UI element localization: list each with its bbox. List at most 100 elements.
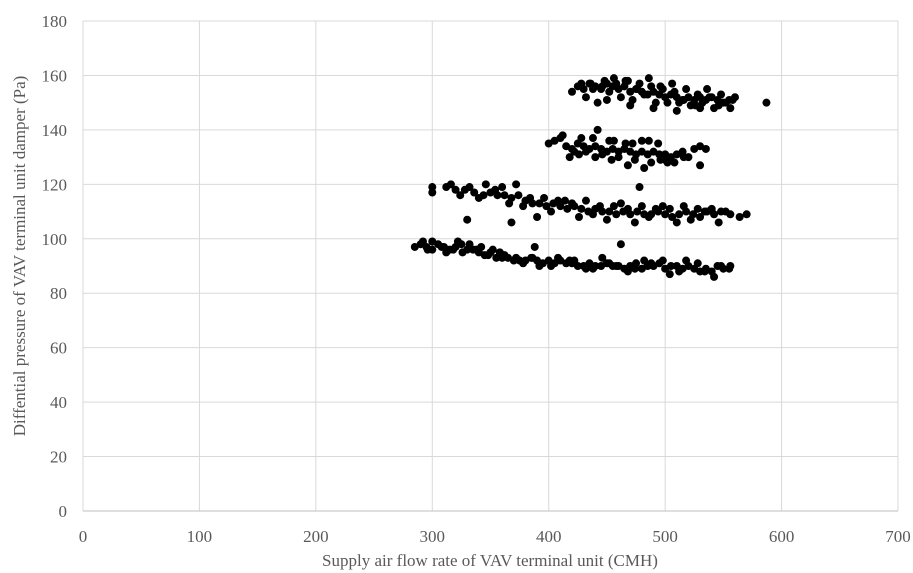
data-point <box>535 262 544 270</box>
data-point <box>616 240 625 249</box>
data-point <box>484 251 493 260</box>
data-point <box>726 104 735 113</box>
data-point <box>519 259 528 268</box>
data-point <box>693 90 702 99</box>
data-point <box>640 256 649 265</box>
x-tick-label: 100 <box>187 527 213 546</box>
data-point <box>658 202 667 211</box>
data-point <box>547 207 556 216</box>
y-tick-label: 100 <box>42 230 68 249</box>
data-point <box>714 218 723 227</box>
data-point <box>586 79 595 88</box>
x-tick-label: 300 <box>420 527 446 546</box>
data-point <box>591 153 600 162</box>
data-point <box>581 147 590 156</box>
data-point <box>595 202 604 211</box>
data-point <box>577 204 586 213</box>
data-point <box>453 237 462 246</box>
data-point <box>661 210 670 219</box>
data-point <box>449 245 458 254</box>
data-point <box>668 79 677 88</box>
data-point <box>696 104 705 113</box>
data-point <box>633 207 642 216</box>
data-point <box>682 85 691 94</box>
data-point <box>670 158 679 167</box>
data-point <box>612 262 621 270</box>
data-point <box>593 98 602 107</box>
y-tick-label: 60 <box>50 339 67 358</box>
data-point <box>547 262 556 270</box>
data-point <box>679 202 688 211</box>
data-point <box>577 79 586 88</box>
data-point <box>675 210 684 219</box>
data-point <box>640 164 649 172</box>
data-point <box>630 155 639 164</box>
y-tick-label: 0 <box>59 502 68 521</box>
data-point <box>621 139 630 148</box>
data-point <box>665 204 674 213</box>
data-point <box>612 210 621 219</box>
data-point <box>491 185 500 194</box>
data-point <box>577 134 586 143</box>
data-point <box>442 248 451 257</box>
data-point <box>701 144 710 153</box>
data-point <box>605 207 614 216</box>
data-point <box>637 136 646 145</box>
data-point <box>507 218 516 227</box>
data-point <box>700 207 709 216</box>
x-tick-label: 0 <box>79 527 88 546</box>
data-point <box>535 199 544 208</box>
data-point <box>649 104 658 113</box>
data-point <box>670 87 679 96</box>
data-point <box>512 180 521 189</box>
data-point <box>530 242 539 251</box>
data-point <box>607 155 616 164</box>
data-point <box>721 207 730 216</box>
data-point <box>726 262 735 270</box>
data-point <box>721 98 730 107</box>
data-point <box>463 215 472 224</box>
data-point <box>456 191 465 200</box>
data-point <box>481 180 490 189</box>
data-point <box>598 82 607 91</box>
data-point <box>675 267 684 276</box>
data-point <box>609 202 618 211</box>
data-point <box>640 90 649 99</box>
data-point <box>614 153 623 162</box>
data-point <box>630 218 639 227</box>
data-point <box>474 193 483 202</box>
data-point <box>446 180 455 189</box>
data-point <box>707 204 716 213</box>
x-axis-title: Supply air flow rate of VAV terminal uni… <box>322 551 658 570</box>
data-point <box>686 215 695 224</box>
data-point <box>679 153 688 162</box>
data-point <box>742 210 751 219</box>
data-point <box>574 150 583 159</box>
data-point <box>477 242 486 251</box>
data-point <box>505 199 514 208</box>
data-point <box>581 264 590 273</box>
data-point <box>565 153 574 162</box>
data-point <box>762 98 771 107</box>
data-point <box>666 262 675 270</box>
data-point <box>514 191 523 200</box>
data-point <box>637 202 646 211</box>
data-point <box>705 93 714 102</box>
data-point <box>588 134 597 143</box>
data-point <box>561 196 570 205</box>
y-tick-label: 160 <box>42 66 68 85</box>
data-point <box>728 95 737 104</box>
data-point <box>602 95 611 104</box>
data-point <box>623 267 632 276</box>
x-tick-label: 600 <box>769 527 795 546</box>
data-points <box>410 74 771 281</box>
data-point <box>588 210 597 219</box>
data-point <box>626 101 635 110</box>
y-tick-labels: 0 20 40 60 80 100 120 140 160 180 <box>42 12 68 521</box>
data-point <box>672 218 681 227</box>
data-point <box>644 136 653 145</box>
data-point <box>558 131 567 140</box>
data-point <box>605 136 614 145</box>
data-point <box>437 242 446 251</box>
